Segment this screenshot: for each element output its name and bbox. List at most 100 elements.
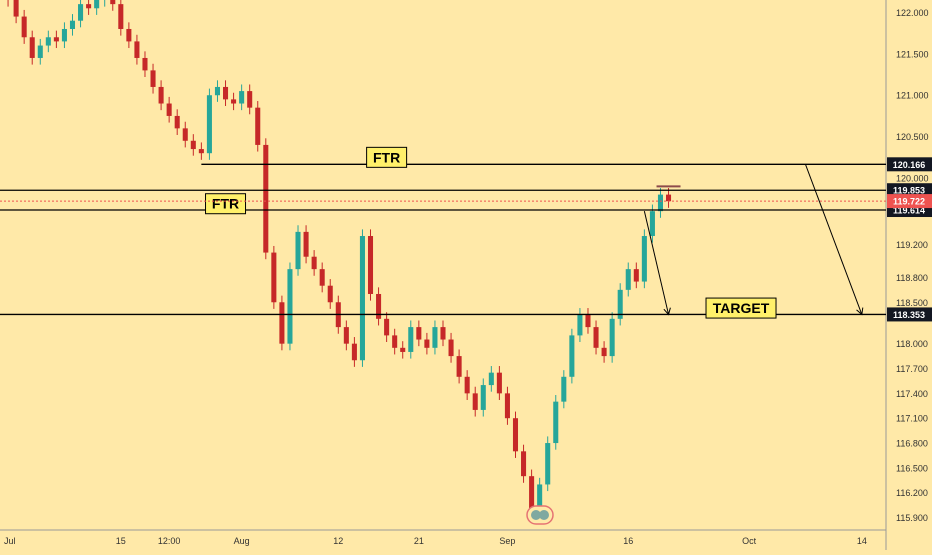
candle [182,128,188,141]
y-tick-label: 121.000 [896,91,929,101]
candle [392,335,398,348]
candle [142,57,148,71]
level-label: 118.353 [893,310,925,320]
candle [29,37,35,58]
candle [166,103,172,116]
x-tick-label: Oct [742,536,757,546]
annotation-label: TARGET [713,300,770,316]
y-tick-label: 121.500 [896,49,929,59]
current-price-box [887,194,932,209]
candle [359,236,365,361]
y-tick-label: 116.500 [896,463,928,473]
candle [376,293,382,319]
candle [214,86,220,96]
candle [343,327,349,344]
candle [134,41,140,58]
y-tick-label: 117.700 [896,364,928,374]
candle [351,343,357,361]
candle [593,327,599,348]
candle [625,269,631,290]
candle [231,99,237,104]
candle [311,256,317,270]
y-tick-label: 116.800 [896,439,928,449]
candle [158,86,164,104]
candle [61,28,67,42]
candle [295,231,301,270]
candle [190,140,196,150]
candle [456,356,462,377]
y-tick-label: 116.200 [896,488,928,498]
candle [279,302,285,344]
annotation-label: FTR [373,149,400,165]
y-tick-label: 118.000 [896,339,928,349]
candle [649,211,655,237]
level-label: 119.614 [893,206,925,216]
y-tick-label: 117.100 [896,414,928,424]
candle [53,37,59,42]
candle [327,285,333,303]
candle [174,115,180,129]
candle [577,314,583,336]
candle [150,70,156,87]
candle [416,327,422,340]
candle [303,231,309,257]
candles [7,0,672,516]
candle [480,385,486,410]
x-tick-label: Sep [499,536,515,546]
candle [472,393,478,410]
candle [512,418,519,452]
candle [529,476,535,510]
arrow-line [804,164,863,315]
arrows [643,164,864,316]
plot-area [0,0,886,530]
level-label-box [887,183,932,198]
candle [440,327,446,340]
annotation-box [205,193,247,215]
y-ticks: 122.000 121.500 121.000 120.500 120.000 119.2… [896,8,929,523]
candle [271,252,277,303]
level-label: 120.166 [893,160,926,170]
candle [86,4,92,9]
annotation-box [366,146,408,168]
candle [21,16,27,38]
candle [319,269,325,286]
x-ticks: Jul 15 12:00 Aug 12 21 Sep 16 Oct 14 [4,536,867,546]
candle [601,347,607,357]
x-tick-label: 21 [414,536,424,546]
candle [609,318,615,357]
x-tick-label: 12 [333,536,343,546]
y-tick-label: 120.000 [896,174,929,184]
arrow-head [856,307,864,316]
candle [206,95,212,154]
candle [521,451,527,477]
x-tick-label: 16 [623,536,633,546]
candle [367,236,374,294]
candle [247,91,253,108]
tradingview-logo [526,505,554,525]
candle [239,91,245,104]
level-label-box [887,157,932,172]
annotations: FTR FTR TARGET [205,146,777,319]
candle [13,0,19,17]
candle [666,194,672,202]
candle [255,107,261,145]
candle [263,144,269,253]
candle [408,327,414,352]
candle [488,372,494,386]
candle [496,372,502,394]
y-tick-label: 118.800 [896,273,928,283]
candle [448,339,454,357]
candle [384,318,390,336]
x-tick-label: Aug [234,536,250,546]
candle [223,86,229,100]
candle [633,269,639,282]
y-tick-label: 115.900 [896,513,928,523]
level-label: 119.853 [893,186,925,196]
y-tick-label: 118.500 [896,298,928,308]
y-tick-label: 119.200 [896,240,928,250]
annotation-label: FTR [212,196,239,212]
candle [617,289,623,319]
candle [37,45,43,58]
